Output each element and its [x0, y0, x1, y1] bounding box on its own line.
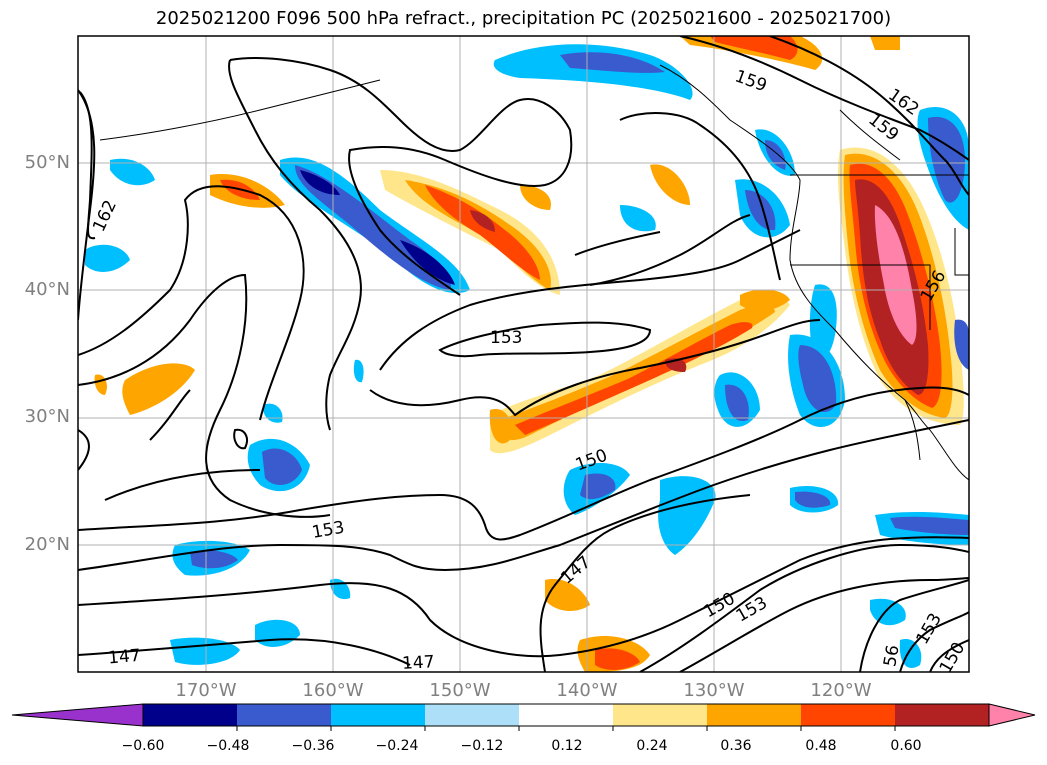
lon-tick-label: 160°W — [302, 680, 364, 701]
plot-frame — [77, 35, 970, 673]
map-title: 2025021200 F096 500 hPa refract., precip… — [155, 8, 892, 29]
lat-tick-label: 30°N — [24, 406, 70, 427]
graticule — [78, 36, 969, 672]
contour-label: 56 — [880, 644, 903, 669]
colorbar-label: 0.24 — [636, 738, 668, 754]
lon-tick-label: 140°W — [556, 680, 618, 701]
colorbar-label: 0.60 — [890, 738, 922, 754]
colorbar-label: 0.48 — [805, 738, 837, 754]
lon-tick-label: 150°W — [429, 680, 491, 701]
contour-label: 147 — [402, 652, 435, 674]
colorbar-label: −0.12 — [460, 738, 504, 754]
precipitation-shading — [85, 36, 969, 672]
colorbar-label: −0.36 — [291, 738, 335, 754]
colorbar-label: −0.24 — [375, 738, 419, 754]
lon-tick-label: 130°W — [683, 680, 745, 701]
lon-tick-label: 120°W — [810, 680, 872, 701]
colorbar-label: −0.60 — [121, 738, 165, 754]
colorbar-label: 0.12 — [551, 738, 583, 754]
lon-tick-label: 170°W — [175, 680, 237, 701]
contour-label: 147 — [107, 646, 141, 669]
contour-label: 153 — [490, 328, 522, 348]
colorbar-label: 0.36 — [720, 738, 752, 754]
lat-tick-label: 20°N — [24, 534, 70, 555]
colorbar-label: −0.48 — [206, 738, 250, 754]
lat-tick-label: 40°N — [24, 279, 70, 300]
refractivity-contours — [78, 36, 969, 672]
lat-tick-label: 50°N — [24, 152, 70, 173]
